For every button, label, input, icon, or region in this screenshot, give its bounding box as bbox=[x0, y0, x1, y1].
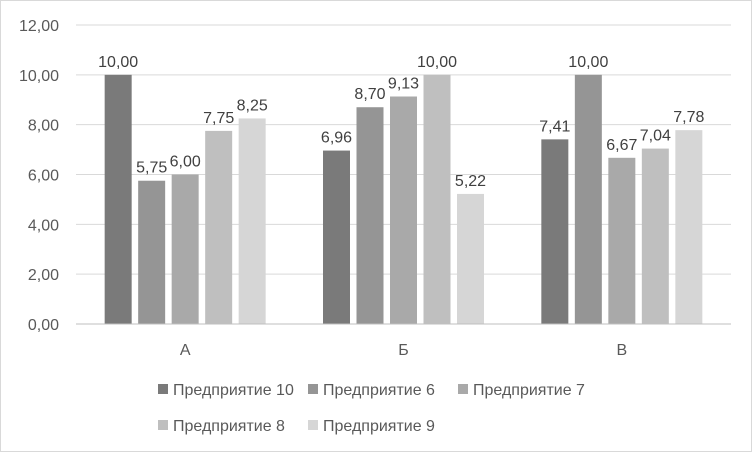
bar bbox=[574, 74, 602, 324]
data-label: 9,13 bbox=[388, 76, 419, 93]
data-label: 8,25 bbox=[237, 97, 268, 114]
bar bbox=[356, 107, 384, 324]
legend-swatch bbox=[158, 384, 168, 394]
data-label: 6,96 bbox=[321, 130, 352, 147]
y-tick-label: 6,00 bbox=[28, 168, 59, 185]
legend-swatch bbox=[458, 384, 468, 394]
legend-swatch bbox=[308, 384, 318, 394]
data-labels: 10,00 5,75 6,00 7,758,25 6,96 8,709,13 10,00 5,… bbox=[98, 54, 704, 190]
bar bbox=[138, 180, 166, 324]
legend: Предприятие 10 Предприятие 6 Предприятие 7… bbox=[158, 382, 585, 435]
y-tick-label: 4,00 bbox=[28, 217, 59, 234]
data-label: 7,04 bbox=[640, 128, 671, 145]
legend-label: Предприятие 9 bbox=[323, 418, 435, 435]
legend-label: Предприятие 10 bbox=[173, 382, 294, 399]
data-label: 10,00 bbox=[98, 54, 138, 71]
y-axis-tick-labels: 0,00 2,00 4,00 6,00 8,00 10,00 12,00 bbox=[19, 18, 59, 334]
y-tick-label: 2,00 bbox=[28, 267, 59, 284]
data-label: 10,00 bbox=[417, 54, 457, 71]
legend-label: Предприятие 7 bbox=[473, 382, 585, 399]
data-label: 5,22 bbox=[455, 173, 486, 190]
data-label: 7,78 bbox=[673, 109, 704, 126]
data-label: 10,00 bbox=[568, 54, 608, 71]
bar bbox=[205, 130, 233, 324]
legend-label: Предприятие 6 bbox=[323, 382, 435, 399]
bar bbox=[238, 118, 266, 324]
y-tick-label: 8,00 bbox=[28, 118, 59, 135]
x-tick-label: Б bbox=[398, 342, 409, 359]
bar bbox=[423, 74, 451, 324]
y-tick-label: 12,00 bbox=[19, 18, 59, 35]
x-tick-label: А bbox=[180, 342, 191, 359]
bar bbox=[323, 150, 350, 324]
x-tick-label: В bbox=[616, 342, 627, 359]
y-tick-label: 10,00 bbox=[19, 68, 59, 85]
bars bbox=[104, 74, 703, 324]
bar bbox=[457, 193, 484, 324]
bar bbox=[541, 139, 569, 324]
data-label: 6,67 bbox=[606, 137, 637, 154]
legend-swatch bbox=[158, 420, 168, 430]
data-label: 6,00 bbox=[170, 154, 201, 171]
bar bbox=[171, 174, 199, 324]
data-label: 7,41 bbox=[539, 118, 570, 135]
y-tick-label: 0,00 bbox=[28, 317, 59, 334]
legend-label: Предприятие 8 bbox=[173, 418, 285, 435]
bar bbox=[390, 96, 417, 324]
bar bbox=[608, 157, 636, 324]
data-label: 7,75 bbox=[203, 110, 234, 127]
data-label: 5,75 bbox=[136, 160, 167, 177]
x-axis: А Б В bbox=[76, 323, 731, 359]
bar bbox=[104, 74, 132, 324]
data-label: 8,70 bbox=[354, 86, 385, 103]
bar bbox=[675, 130, 703, 324]
bar bbox=[641, 148, 669, 324]
legend-swatch bbox=[308, 420, 318, 430]
